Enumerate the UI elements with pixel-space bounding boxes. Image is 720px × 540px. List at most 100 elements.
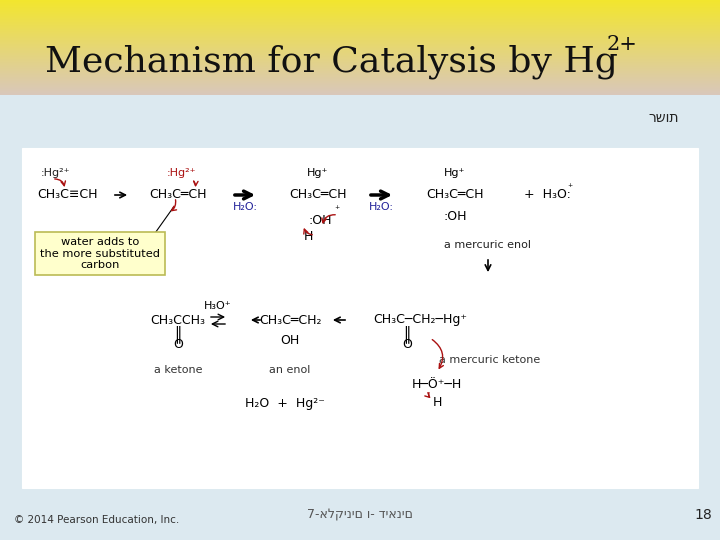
Bar (0, 11, 720, 12)
Bar (0, 69, 720, 70)
Bar (0, 27, 720, 28)
Bar (0, 90, 720, 91)
Bar (0, 95, 720, 500)
Bar (0, 13, 720, 14)
Bar (0, 15, 720, 16)
Bar (0, 26, 720, 27)
Bar (0, 17, 720, 18)
Text: © 2014 Pearson Education, Inc.: © 2014 Pearson Education, Inc. (14, 515, 179, 525)
Bar (0, 79, 720, 80)
Bar (0, 56, 720, 57)
Text: H₂O:: H₂O: (369, 202, 394, 212)
Bar (0, 39, 720, 40)
Text: CH₃C═CH: CH₃C═CH (149, 188, 207, 201)
Text: CH₃CCH₃: CH₃CCH₃ (150, 314, 205, 327)
Bar (0, 60, 720, 61)
Bar (0, 53, 720, 54)
Bar (0, 57, 720, 58)
Bar (22, 148, 698, 488)
Bar (0, 85, 720, 86)
Text: H: H (303, 231, 312, 244)
Bar (0, 50, 720, 51)
Bar (0, 68, 720, 69)
Bar (0, 52, 720, 53)
Bar (0, 94, 720, 95)
Bar (0, 37, 720, 38)
Text: O: O (402, 338, 412, 350)
Bar (0, 75, 720, 76)
Bar (0, 31, 720, 32)
Bar (0, 58, 720, 59)
Bar (0, 7, 720, 8)
Text: :Hg²⁺: :Hg²⁺ (40, 168, 70, 178)
Bar (0, 64, 720, 65)
Bar (0, 40, 720, 41)
Bar (0, 14, 720, 15)
Text: a ketone: a ketone (154, 365, 202, 375)
Bar (0, 72, 720, 73)
Bar (0, 20, 720, 21)
Bar (0, 4, 720, 5)
Text: ║: ║ (402, 325, 412, 343)
Text: CH₃C═CH₂: CH₃C═CH₂ (258, 314, 321, 327)
Bar (0, 34, 720, 35)
Bar (0, 46, 720, 47)
Bar (0, 77, 720, 78)
Bar (0, 62, 720, 63)
Bar (0, 51, 720, 52)
Text: O: O (173, 338, 183, 350)
Bar (0, 12, 720, 13)
Bar (0, 42, 720, 43)
Bar (0, 16, 720, 17)
Bar (0, 28, 720, 29)
Text: CH₃C═CH: CH₃C═CH (289, 188, 347, 201)
Bar (0, 82, 720, 83)
Bar (0, 74, 720, 75)
Bar (0, 47, 720, 48)
Bar (0, 63, 720, 64)
Bar (0, 55, 720, 56)
Bar (0, 65, 720, 66)
Text: a mercuric enol: a mercuric enol (444, 240, 531, 250)
Bar (0, 21, 720, 22)
Text: 2+: 2+ (607, 35, 638, 53)
Bar (0, 0, 720, 1)
Bar (0, 83, 720, 84)
Text: ║: ║ (174, 325, 183, 343)
Text: H₂O:: H₂O: (233, 202, 258, 212)
Text: a mercuric ketone: a mercuric ketone (439, 355, 541, 365)
Text: H₂O  +  Hg²⁻: H₂O + Hg²⁻ (245, 396, 325, 409)
Text: רשות: רשות (648, 111, 678, 125)
Bar (0, 29, 720, 30)
Text: H: H (432, 396, 441, 409)
Bar (0, 70, 720, 71)
FancyArrowPatch shape (425, 393, 430, 397)
Bar (0, 22, 720, 23)
Text: :Hg²⁺: :Hg²⁺ (167, 168, 197, 178)
FancyArrowPatch shape (171, 200, 176, 211)
Bar (0, 41, 720, 42)
Text: Hg⁺: Hg⁺ (444, 168, 466, 178)
Text: H₃O⁺: H₃O⁺ (204, 301, 232, 311)
Bar (0, 88, 720, 89)
Bar (0, 89, 720, 90)
FancyArrowPatch shape (322, 215, 336, 223)
Bar (0, 33, 720, 34)
Bar (0, 71, 720, 72)
Bar (0, 84, 720, 85)
Text: CH₃C═CH: CH₃C═CH (426, 188, 484, 201)
Bar (0, 38, 720, 39)
Bar (0, 54, 720, 55)
FancyArrowPatch shape (432, 340, 444, 368)
Text: :OH: :OH (308, 214, 332, 227)
Bar (0, 6, 720, 7)
Bar (0, 92, 720, 93)
Bar (0, 86, 720, 87)
Bar (0, 23, 720, 24)
Bar (0, 66, 720, 67)
Bar (0, 5, 720, 6)
Bar (0, 81, 720, 82)
FancyArrowPatch shape (194, 181, 198, 186)
Text: Mechanism for Catalysis by Hg: Mechanism for Catalysis by Hg (45, 45, 618, 79)
Bar (0, 80, 720, 81)
